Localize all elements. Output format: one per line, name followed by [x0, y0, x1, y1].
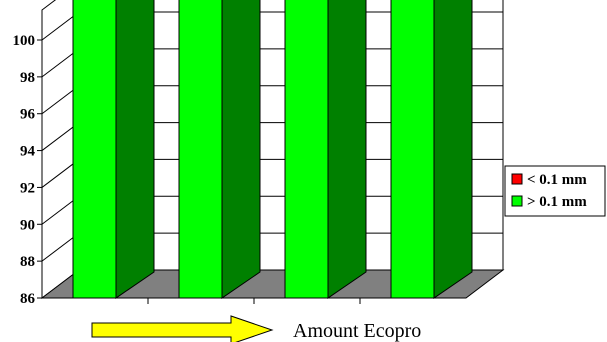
bar-4-gt-0.1mm-side: [433, 0, 473, 299]
y-tick-label: 94: [20, 144, 36, 160]
bar-2-gt-0.1mm-side: [221, 0, 261, 299]
legend-swatch-lt-0.1mm: [511, 173, 523, 185]
arrow-right-icon: [91, 315, 274, 342]
legend-label-lt-0.1mm: < 0.1 mm: [527, 172, 587, 188]
x-axis-label: Amount Ecopro: [293, 320, 421, 342]
y-tick-label: 96: [20, 107, 36, 123]
bars: [72, 0, 473, 299]
legend-swatch-gt-0.1mm: [511, 195, 523, 207]
bar-1-gt-0.1mm-front: [72, 0, 117, 299]
y-tick-label: 100: [13, 33, 36, 49]
bar-1-gt-0.1mm-side: [115, 0, 155, 299]
y-tick-label: 88: [20, 254, 35, 270]
bar-4-gt-0.1mm-front: [390, 0, 435, 299]
legend-label-gt-0.1mm: > 0.1 mm: [527, 194, 587, 210]
y-tick-label: 98: [20, 70, 35, 86]
y-tick-label: 92: [20, 180, 35, 196]
bar-3-gt-0.1mm-side: [327, 0, 367, 299]
y-tick-label: 86: [20, 291, 36, 307]
y-tick-label: 90: [20, 217, 35, 233]
bar-3-gt-0.1mm-front: [284, 0, 329, 299]
bar-2-gt-0.1mm-front: [178, 0, 223, 299]
legend: < 0.1 mm > 0.1 mm: [504, 165, 606, 217]
y-tick-labels: 86 88 90 92 94 96 98 100: [13, 33, 36, 307]
